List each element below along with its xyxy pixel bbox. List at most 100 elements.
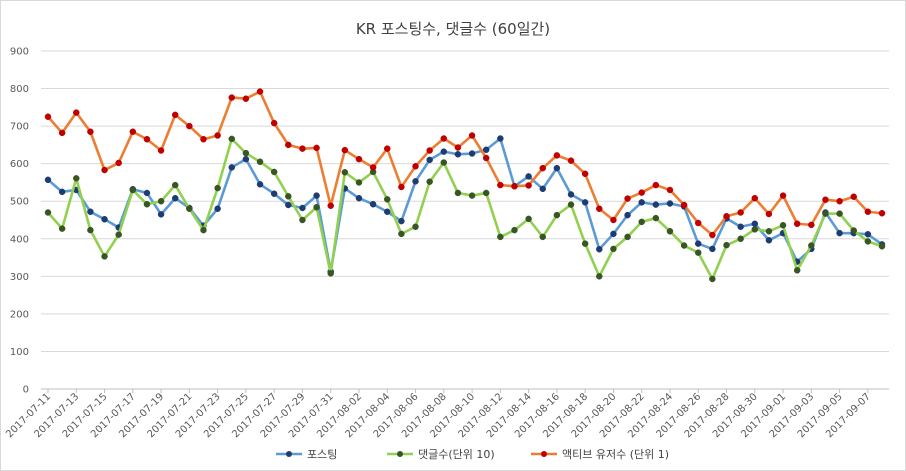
data-point: [836, 197, 843, 205]
data-point: [497, 181, 504, 189]
y-tick-label: 100: [10, 347, 29, 358]
data-point: [539, 233, 546, 241]
y-tick-label: 800: [10, 84, 29, 95]
data-point: [186, 205, 193, 212]
data-point: [101, 215, 108, 223]
data-point: [553, 152, 561, 159]
legend-marker: [286, 451, 292, 457]
data-point: [765, 237, 773, 244]
data-point: [680, 242, 688, 249]
data-point: [355, 194, 363, 202]
data-point: [737, 223, 744, 231]
data-point: [44, 113, 52, 120]
data-point: [751, 194, 759, 202]
data-point: [115, 231, 122, 238]
data-point: [596, 246, 603, 253]
data-point: [228, 135, 236, 143]
data-point: [468, 132, 476, 139]
data-point: [709, 231, 716, 239]
data-point: [666, 200, 674, 207]
data-point: [285, 201, 292, 209]
y-tick-label: 900: [10, 47, 29, 58]
data-point: [186, 122, 193, 130]
series-1: [44, 135, 886, 283]
data-point: [327, 270, 334, 277]
data-point: [864, 238, 872, 245]
data-point: [581, 199, 589, 206]
data-point: [384, 208, 391, 215]
data-point: [482, 146, 490, 154]
data-point: [652, 201, 660, 208]
y-tick-label: 300: [10, 272, 29, 283]
data-point: [850, 193, 857, 200]
data-point: [73, 175, 80, 182]
y-axis: 0 100 200 300 400 500 600 700 800 900: [10, 47, 29, 396]
data-point: [143, 200, 151, 208]
data-point: [412, 163, 419, 170]
data-point: [525, 182, 532, 189]
data-point: [200, 136, 207, 143]
y-tick-label: 700: [10, 122, 29, 133]
data-point: [793, 267, 801, 274]
legend-label: 댓글수(단위 10): [418, 448, 495, 461]
data-point: [765, 228, 773, 235]
data-point: [412, 178, 419, 185]
data-point: [454, 151, 462, 158]
legend-item: 포스팅: [276, 448, 337, 461]
x-axis: 2017-07-112017-07-132017-07-152017-07-17…: [4, 389, 873, 440]
data-point: [454, 144, 462, 151]
data-point: [694, 240, 702, 247]
data-point: [299, 204, 306, 212]
data-point: [864, 208, 872, 215]
data-point: [143, 136, 151, 143]
data-point: [129, 186, 137, 194]
legend-marker: [541, 451, 547, 457]
data-point: [482, 189, 490, 197]
data-point: [581, 240, 589, 247]
data-point: [369, 200, 377, 208]
data-point: [115, 159, 122, 167]
data-point: [157, 147, 165, 154]
data-point: [256, 158, 264, 166]
data-point: [836, 229, 843, 237]
legend-item: 댓글수(단위 10): [387, 448, 495, 461]
legend-label: 포스팅: [307, 448, 337, 461]
data-point: [285, 193, 292, 200]
data-point: [610, 230, 617, 238]
data-point: [822, 196, 829, 203]
data-point: [171, 181, 179, 189]
data-point: [87, 226, 94, 234]
data-point: [709, 245, 716, 253]
data-point: [214, 132, 221, 139]
series-line: [47, 137, 883, 273]
data-point: [539, 185, 546, 193]
data-point: [313, 144, 320, 152]
data-point: [666, 186, 674, 194]
data-point: [143, 189, 151, 197]
y-tick-label: 600: [10, 159, 29, 170]
data-point: [779, 222, 787, 229]
data-point: [878, 209, 886, 217]
data-point: [355, 179, 363, 186]
data-point: [355, 155, 363, 163]
data-point: [511, 182, 518, 190]
data-point: [369, 164, 377, 171]
data-point: [652, 181, 660, 189]
data-point: [737, 235, 744, 243]
data-point: [214, 205, 221, 212]
data-point: [440, 135, 448, 142]
data-point: [44, 209, 52, 216]
series-line: [47, 137, 883, 281]
data-point: [624, 195, 631, 202]
data-point: [157, 197, 165, 205]
data-point: [624, 211, 631, 219]
series-0: [44, 135, 886, 275]
data-point: [398, 183, 405, 191]
data-point: [539, 164, 546, 172]
data-point: [171, 194, 179, 202]
data-point: [270, 190, 278, 197]
data-point: [200, 226, 207, 234]
data-point: [299, 145, 306, 152]
data-point: [242, 155, 250, 163]
